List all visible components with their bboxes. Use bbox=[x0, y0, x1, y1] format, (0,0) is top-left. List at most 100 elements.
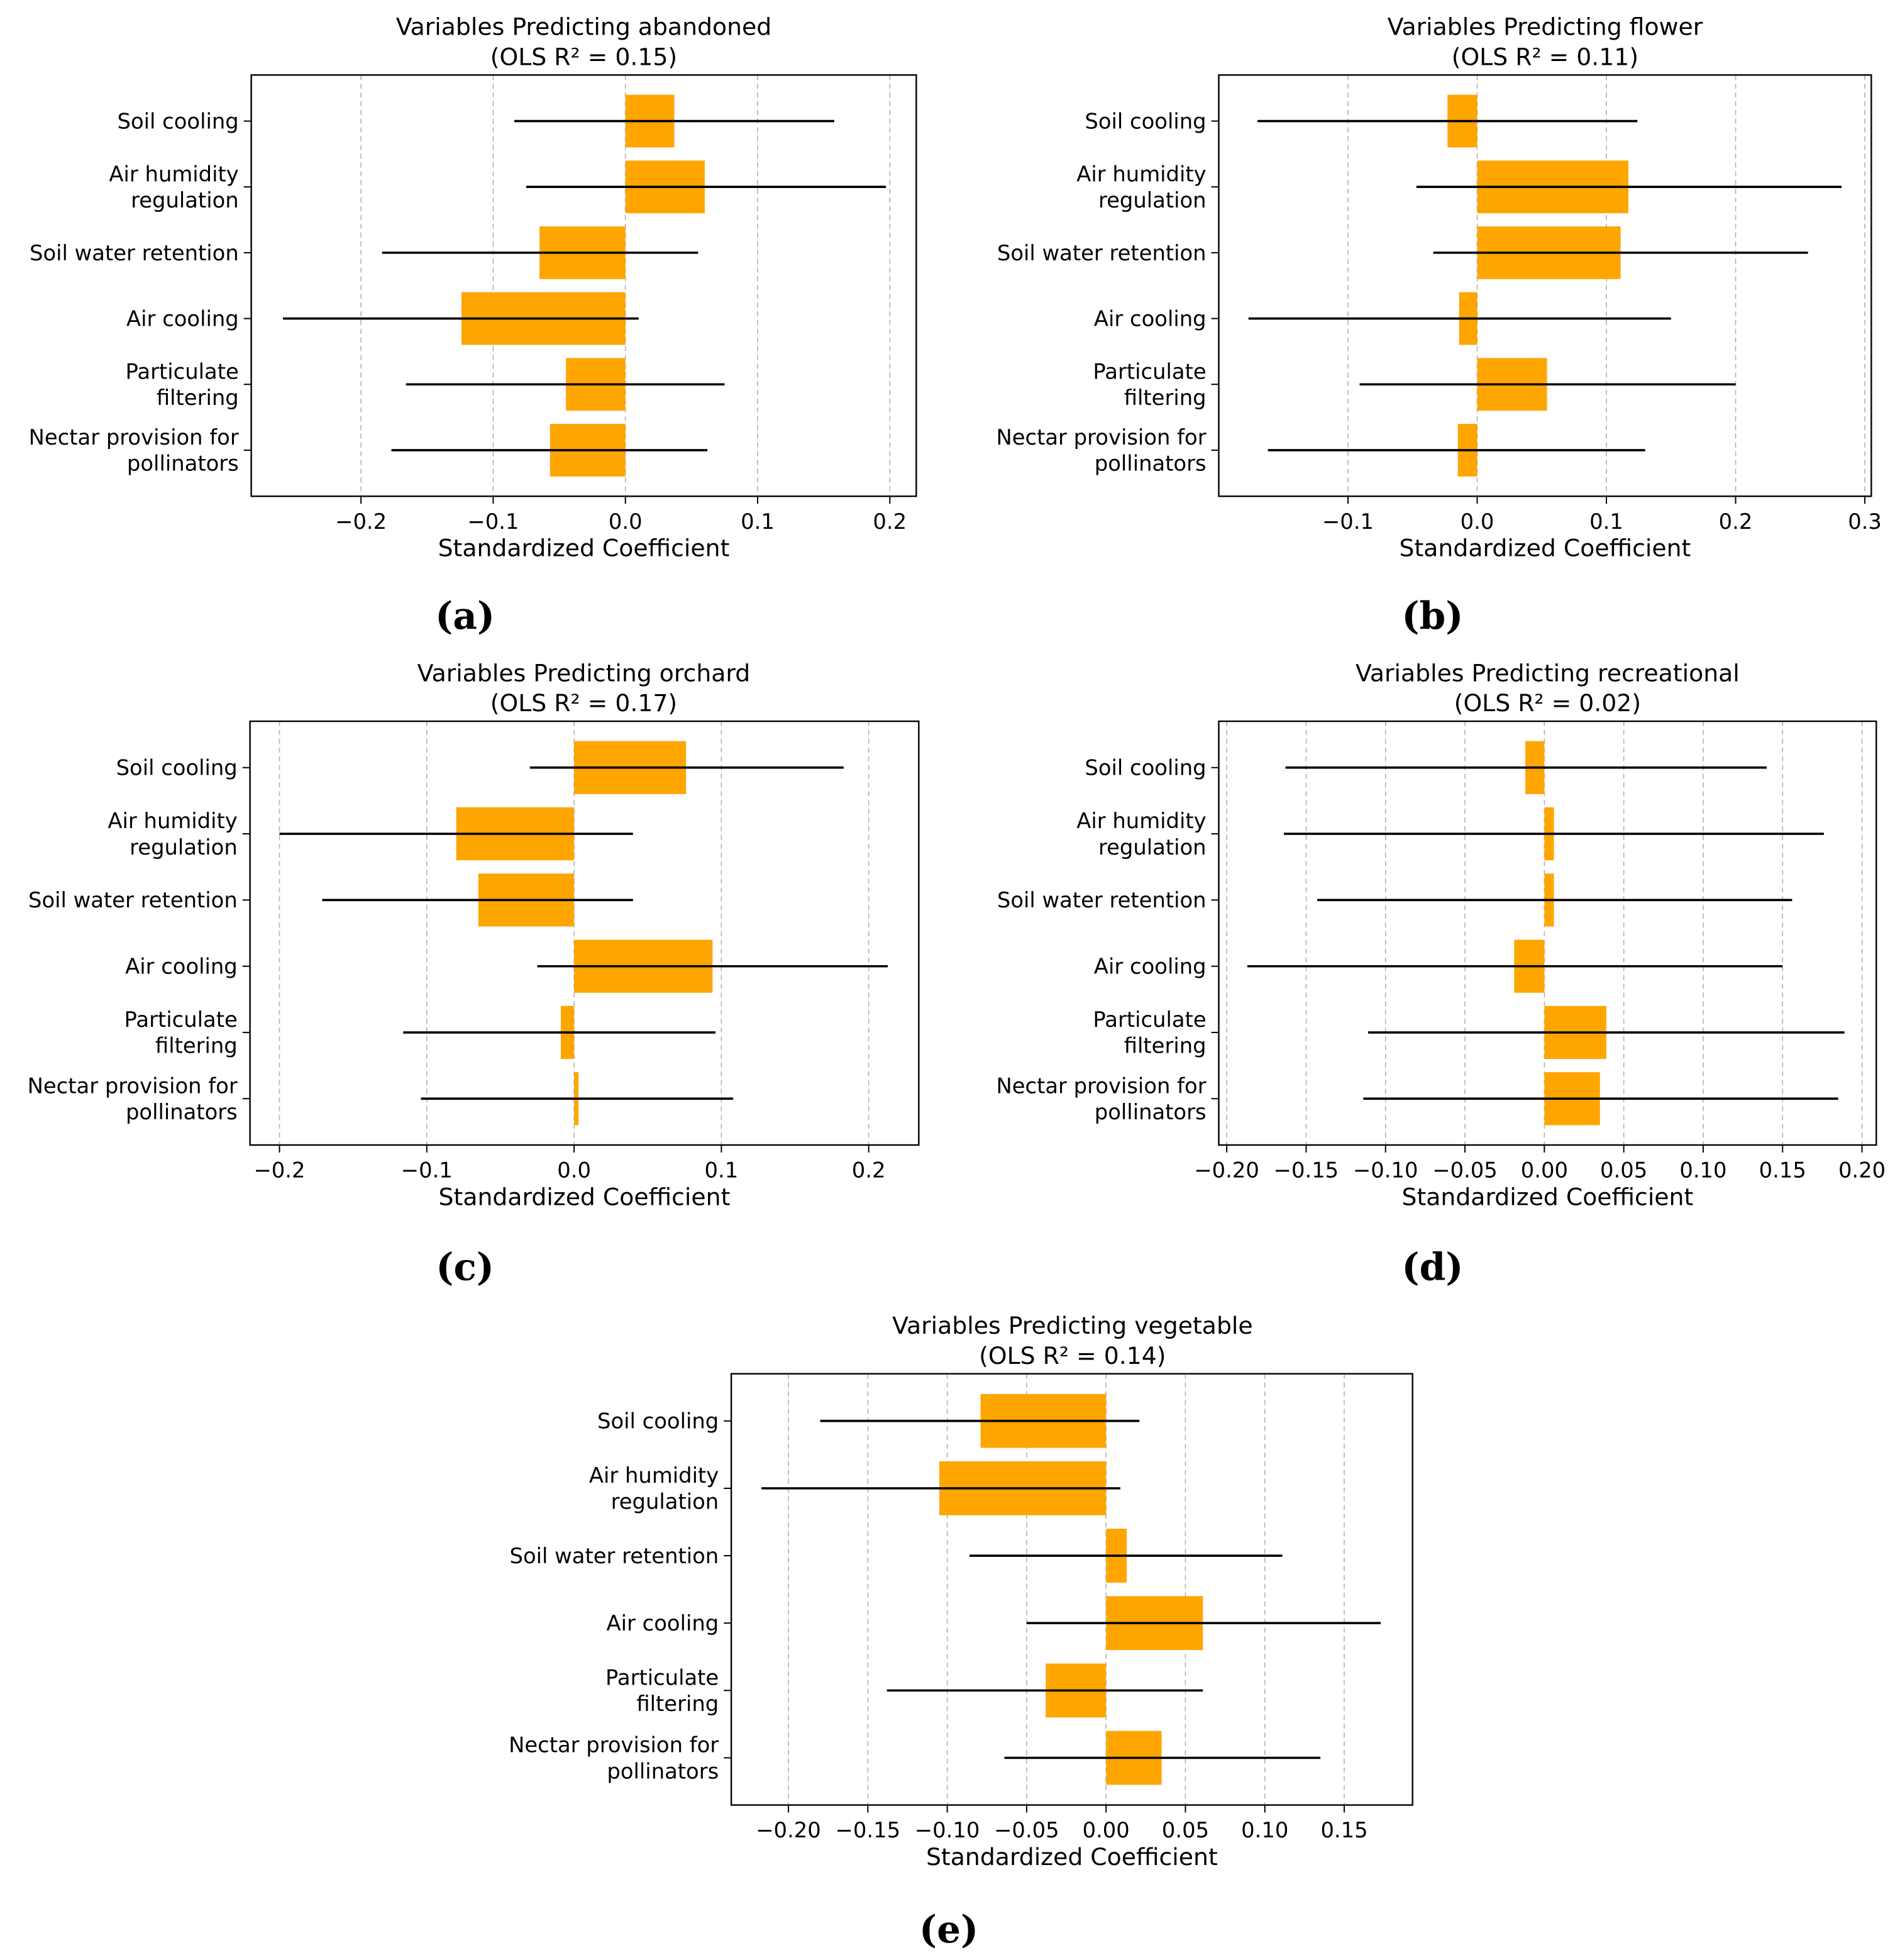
y-tick-label: Nectar provision for bbox=[28, 1073, 238, 1098]
y-tick-label: Air humidity bbox=[1076, 809, 1206, 833]
y-tick-label: Soil cooling bbox=[116, 756, 238, 780]
x-tick-label: −0.10 bbox=[1353, 1158, 1418, 1183]
y-tick-label: regulation bbox=[130, 835, 238, 860]
y-tick-label: Particulate bbox=[1093, 1007, 1206, 1032]
x-tick-label: −0.05 bbox=[1432, 1158, 1498, 1183]
y-tick-label: pollinators bbox=[127, 451, 239, 476]
x-tick-label: 0.1 bbox=[741, 509, 775, 534]
y-tick-label: Nectar provision for bbox=[996, 1073, 1206, 1098]
y-tick-label: regulation bbox=[1098, 188, 1207, 213]
x-tick-label: 0.2 bbox=[852, 1158, 886, 1183]
x-tick-label: 0.0 bbox=[609, 509, 643, 534]
x-tick-label: −0.15 bbox=[1274, 1158, 1339, 1183]
x-tick-label: −0.1 bbox=[401, 1158, 453, 1183]
y-tick-label: Air humidity bbox=[108, 809, 237, 833]
chart-panel-e: −0.20 −0.15 −0.10 −0.05 0.00 0.05 0.10 0.15 Soil… bbox=[509, 1312, 1413, 1952]
y-tick-label: Nectar provision for bbox=[509, 1733, 719, 1758]
x-tick-label: 0.3 bbox=[1848, 509, 1882, 534]
x-tick-label: 0.0 bbox=[1461, 509, 1494, 534]
y-tick-label: Soil water retention bbox=[997, 888, 1207, 912]
x-tick-label: 0.20 bbox=[1838, 1158, 1886, 1183]
y-tick-label: Air humidity bbox=[109, 162, 238, 186]
y-tick-label: regulation bbox=[611, 1490, 719, 1514]
x-tick-label: 0.1 bbox=[705, 1158, 739, 1183]
y-tick-label: pollinators bbox=[607, 1759, 719, 1783]
y-tick-label: Air cooling bbox=[1094, 955, 1207, 979]
plot-frame bbox=[730, 1373, 1413, 1806]
x-tick-label: 0.05 bbox=[1162, 1818, 1209, 1842]
chart-panel-b: −0.1 0.0 0.1 0.2 0.3 Soil cooling Air humidity… bbox=[996, 13, 1881, 638]
y-tick-label: Air humidity bbox=[1076, 162, 1206, 186]
y-tick-label: filtering bbox=[155, 1034, 238, 1058]
x-tick-label: −0.05 bbox=[994, 1818, 1059, 1842]
panel-caption: (e) bbox=[919, 1908, 978, 1952]
chart-panel-c: −0.2 −0.1 0.0 0.1 0.2 Soil cooling Air humidit… bbox=[28, 659, 920, 1290]
y-tick-label: Soil water retention bbox=[997, 241, 1207, 265]
y-tick-label: Soil water retention bbox=[28, 888, 238, 912]
y-tick-label: Particulate bbox=[605, 1665, 719, 1690]
chart-title: Variables Predicting flower bbox=[1388, 13, 1703, 41]
x-tick-label: 0.10 bbox=[1241, 1818, 1288, 1842]
plot-frame bbox=[249, 720, 920, 1146]
y-tick-label: Soil water retention bbox=[30, 241, 239, 265]
y-tick-label: Air cooling bbox=[126, 307, 239, 331]
y-tick-label: Soil cooling bbox=[1085, 756, 1206, 780]
y-tick-label: regulation bbox=[131, 188, 239, 213]
y-tick-label: Air cooling bbox=[607, 1611, 719, 1636]
x-axis-label: Standardized Coefficient bbox=[438, 534, 730, 562]
x-tick-label: 0.05 bbox=[1600, 1158, 1647, 1183]
y-tick-label: filtering bbox=[157, 385, 239, 410]
chart-title: Variables Predicting abandoned bbox=[396, 13, 772, 41]
x-tick-label: 0.10 bbox=[1679, 1158, 1726, 1183]
y-tick-label: Particulate bbox=[126, 359, 239, 384]
chart-subtitle: (OLS R² = 0.15) bbox=[490, 43, 677, 70]
chart-title: Variables Predicting recreational bbox=[1356, 659, 1740, 687]
y-tick-label: pollinators bbox=[126, 1100, 238, 1124]
panel-caption: (c) bbox=[436, 1246, 494, 1290]
plot-frame bbox=[1218, 720, 1877, 1146]
y-tick-label: filtering bbox=[1124, 1034, 1207, 1058]
chart-panel-a: −0.2 −0.1 0.0 0.1 0.2 Soil cooling Air humidit… bbox=[29, 13, 917, 638]
x-tick-label: 0.15 bbox=[1759, 1158, 1806, 1183]
y-tick-label: Particulate bbox=[1093, 359, 1206, 384]
x-tick-label: −0.10 bbox=[915, 1818, 980, 1842]
chart-subtitle: (OLS R² = 0.14) bbox=[979, 1342, 1166, 1370]
y-tick-label: Soil cooling bbox=[597, 1409, 719, 1434]
y-tick-label: pollinators bbox=[1095, 451, 1207, 476]
x-tick-label: 0.0 bbox=[557, 1158, 591, 1183]
y-tick-label: Nectar provision for bbox=[996, 425, 1206, 450]
y-tick-label: Soil cooling bbox=[1085, 109, 1206, 133]
x-tick-label: −0.1 bbox=[467, 509, 519, 534]
chart-panel-d: −0.20 −0.15 −0.10 −0.05 0.00 0.05 0.10 0.15 0.20… bbox=[996, 659, 1886, 1289]
x-tick-label: −0.2 bbox=[335, 509, 387, 534]
x-tick-label: 0.2 bbox=[873, 509, 907, 534]
y-tick-label: filtering bbox=[636, 1691, 719, 1716]
y-tick-label: Air cooling bbox=[125, 955, 238, 979]
y-tick-label: Nectar provision for bbox=[29, 425, 239, 450]
x-tick-label: 0.00 bbox=[1521, 1158, 1568, 1183]
x-axis-label: Standardized Coefficient bbox=[926, 1843, 1218, 1871]
y-tick-label: Air humidity bbox=[589, 1463, 719, 1488]
y-tick-label: Soil cooling bbox=[118, 109, 239, 133]
x-tick-label: −0.20 bbox=[1194, 1158, 1259, 1183]
x-tick-label: −0.2 bbox=[253, 1158, 305, 1183]
panel-caption: (d) bbox=[1401, 1246, 1463, 1290]
chart-title: Variables Predicting vegetable bbox=[892, 1312, 1253, 1339]
y-tick-label: pollinators bbox=[1095, 1100, 1207, 1124]
x-axis-label: Standardized Coefficient bbox=[1399, 534, 1691, 562]
y-tick-label: Air cooling bbox=[1094, 307, 1207, 331]
chart-subtitle: (OLS R² = 0.17) bbox=[490, 689, 677, 717]
chart-subtitle: (OLS R² = 0.11) bbox=[1452, 43, 1638, 70]
x-tick-label: −0.1 bbox=[1322, 509, 1374, 534]
y-tick-label: filtering bbox=[1124, 385, 1207, 410]
x-tick-label: 0.15 bbox=[1320, 1818, 1367, 1842]
x-tick-label: 0.1 bbox=[1589, 509, 1623, 534]
y-tick-label: regulation bbox=[1098, 835, 1207, 860]
y-tick-label: Particulate bbox=[124, 1007, 238, 1032]
x-axis-label: Standardized Coefficient bbox=[439, 1183, 731, 1210]
plot-frame bbox=[250, 74, 917, 497]
x-axis-label: Standardized Coefficient bbox=[1401, 1183, 1693, 1210]
panel-caption: (b) bbox=[1401, 594, 1463, 638]
